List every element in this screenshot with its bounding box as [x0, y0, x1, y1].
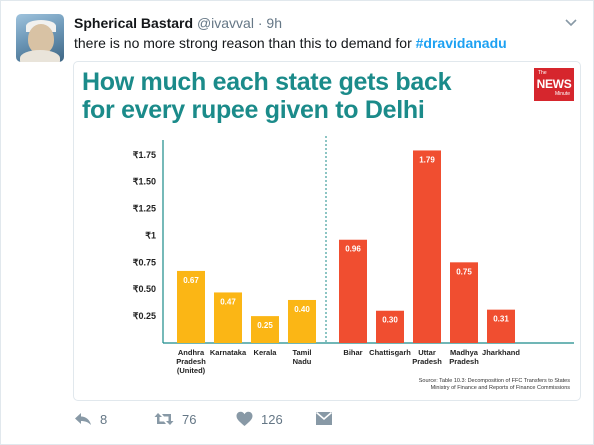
category-label-0-2-0: Kerala [254, 348, 278, 357]
bar-0-3 [288, 299, 316, 343]
news-minute-logo: The NEWS Minute [534, 68, 574, 101]
y-tick-label-3: ₹1 [145, 230, 156, 240]
category-label-1-3-0: Madhya [450, 348, 479, 357]
tweet-body: there is no more strong reason than this… [74, 35, 416, 51]
category-label-1-4-0: Jharkhand [482, 348, 520, 357]
bar-value-label-1-3: 0.75 [456, 267, 472, 276]
category-label-0-1-0: Karnataka [210, 348, 247, 357]
bar-1-2 [413, 150, 441, 343]
bar-1-0 [339, 239, 367, 343]
like-count: 126 [261, 411, 283, 427]
bar-value-label-0-3: 0.40 [294, 305, 310, 314]
chevron-down-icon[interactable] [563, 15, 579, 31]
avatar[interactable] [16, 14, 64, 62]
bar-value-label-0-1: 0.47 [220, 297, 236, 306]
retweet-icon [154, 413, 174, 425]
category-label-1-1-0: Chattisgarh [369, 348, 411, 357]
bar-value-label-1-2: 1.79 [419, 155, 435, 164]
logo-the: The [538, 70, 547, 76]
author-handle[interactable]: @ivavval [196, 15, 254, 31]
bar-value-label-1-0: 0.96 [345, 245, 361, 254]
y-tick-label-0: ₹0.25 [133, 311, 156, 321]
chart-source: Source: Table 10.3: Decomposition of FFC… [419, 378, 570, 392]
tweet-timestamp[interactable]: 9h [266, 15, 282, 31]
separator-dot: · [257, 15, 263, 31]
category-label-0-0-1: Pradesh [176, 357, 206, 366]
logo-minute: Minute [554, 91, 570, 97]
heart-icon [236, 411, 253, 426]
category-label-0-3-1: Nadu [293, 357, 312, 366]
bar-value-label-1-4: 0.31 [493, 315, 509, 324]
source-line-2: Ministry of Finance and Reports of Finan… [430, 385, 570, 391]
hashtag-link[interactable]: #dravidanadu [415, 35, 507, 51]
bar-1-4 [487, 309, 515, 343]
direct-message-button[interactable] [315, 411, 341, 426]
bar-0-2 [251, 316, 279, 343]
category-label-1-0-0: Bihar [343, 348, 362, 357]
tweet-header: Spherical Bastard @ivavval · 9h [74, 15, 282, 31]
y-tick-label-2: ₹0.75 [133, 257, 156, 267]
reply-count: 8 [100, 411, 108, 427]
tweet-actions: 8 76 126 [74, 409, 374, 433]
category-label-1-3-1: Pradesh [449, 357, 479, 366]
tweet-media-image[interactable]: How much each state gets back for every … [73, 61, 581, 401]
logo-news: NEWS [536, 77, 572, 91]
chart-title-line-2: for every rupee given to Delhi [82, 96, 425, 124]
bar-value-label-0-2: 0.25 [257, 321, 273, 330]
y-tick-label-5: ₹1.50 [133, 177, 156, 187]
chart-title: How much each state gets back for every … [82, 68, 452, 124]
y-tick-label-4: ₹1.25 [133, 204, 156, 214]
bar-0-0 [177, 270, 205, 343]
chart-title-line-1: How much each state gets back [82, 68, 452, 96]
retweet-button[interactable]: 76 [154, 411, 196, 427]
bar-value-label-0-0: 0.67 [183, 276, 199, 285]
reply-icon [75, 413, 91, 425]
y-tick-label-1: ₹0.50 [133, 284, 156, 294]
bar-value-label-1-1: 0.30 [382, 316, 398, 325]
category-label-1-2-0: Uttar [418, 348, 436, 357]
tweet-text: there is no more strong reason than this… [74, 35, 507, 51]
bar-1-3 [450, 262, 478, 343]
category-label-0-0-2: (United) [177, 366, 206, 375]
bar-0-1 [214, 292, 242, 343]
author-name[interactable]: Spherical Bastard [74, 15, 194, 31]
bar-chart: ₹0.25 ₹0.50 ₹0.75 ₹1 ₹1.25 ₹1.50 ₹1.75 0.67 Andh… [133, 136, 574, 375]
category-label-1-2-1: Pradesh [412, 357, 442, 366]
envelope-icon [315, 411, 333, 425]
bar-1-1 [376, 310, 404, 343]
category-label-0-0-0: Andhra [178, 348, 205, 357]
avatar-face [28, 24, 54, 54]
category-label-0-3-0: Tamil [292, 348, 311, 357]
avatar-body [20, 50, 60, 62]
reply-button[interactable]: 8 [74, 411, 107, 427]
source-line-1: Source: Table 10.3: Decomposition of FFC… [418, 378, 570, 384]
y-tick-label-6: ₹1.75 [133, 150, 156, 160]
retweet-count: 76 [182, 411, 197, 427]
like-button[interactable]: 126 [236, 411, 283, 427]
